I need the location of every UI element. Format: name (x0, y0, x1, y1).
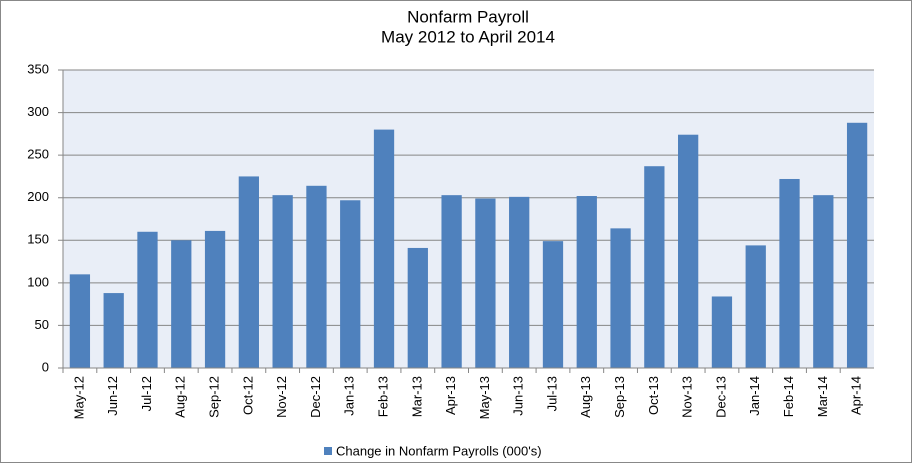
bar (644, 166, 665, 368)
x-tick-label: Nov-12 (274, 376, 289, 418)
x-tick-label: Apr-13 (443, 376, 458, 415)
bar (678, 134, 699, 368)
bar (509, 196, 530, 368)
legend-label: Change in Nonfarm Payrolls (000's) (336, 443, 542, 458)
bar (204, 230, 226, 368)
bar (373, 129, 395, 368)
x-tick-label: May-13 (477, 376, 492, 419)
x-tick-label: May-12 (71, 376, 86, 419)
bar (813, 195, 834, 368)
bar (475, 198, 496, 368)
x-tick-label: Jul-12 (139, 376, 154, 411)
chart-title: Nonfarm Payroll (407, 7, 529, 26)
bar (103, 293, 124, 368)
legend-swatch (324, 447, 332, 455)
y-tick-label: 50 (35, 317, 49, 332)
bar (238, 176, 259, 368)
x-tick-label: Aug-12 (173, 376, 188, 418)
y-tick-label: 200 (27, 189, 49, 204)
chart-subtitle: May 2012 to April 2014 (381, 27, 555, 46)
x-tick-label: Jun-12 (105, 376, 120, 416)
x-tick-label: Jun-13 (511, 376, 526, 416)
x-tick-label: Oct-13 (646, 376, 661, 415)
x-tick-label: Feb-13 (375, 376, 390, 417)
bar (576, 196, 597, 368)
bar (846, 122, 868, 368)
bar (745, 245, 766, 368)
x-tick-label: Aug-13 (578, 376, 593, 418)
bar (542, 241, 564, 368)
bar (306, 185, 327, 368)
x-tick-label: Jul-13 (544, 376, 559, 411)
bar (779, 178, 800, 368)
bar (272, 195, 293, 368)
y-tick-label: 250 (27, 147, 49, 162)
x-tick-label: Mar-13 (409, 376, 424, 417)
bar (340, 200, 361, 368)
x-tick-label: Jan-14 (747, 376, 762, 416)
x-tick-label: Sep-13 (612, 376, 627, 418)
x-tick-label: Sep-12 (207, 376, 222, 418)
x-tick-label: Jan-13 (342, 376, 357, 416)
y-tick-label: 100 (27, 274, 49, 289)
x-tick-label: Dec-12 (308, 376, 323, 418)
bar (711, 296, 733, 368)
y-tick-label: 350 (27, 61, 49, 76)
x-tick-label: Dec-13 (713, 376, 728, 418)
bar (441, 195, 462, 368)
y-tick-label: 300 (27, 104, 49, 119)
bar (69, 274, 91, 368)
y-tick-label: 150 (27, 232, 49, 247)
bar (407, 247, 428, 368)
x-tick-label: Mar-14 (815, 376, 830, 417)
y-tick-label: 0 (42, 359, 49, 374)
x-tick-label: Apr-14 (849, 376, 864, 415)
x-tick-label: Oct-12 (240, 376, 255, 415)
bar (610, 228, 631, 368)
bar (137, 231, 158, 368)
plot-area (63, 70, 874, 368)
bar (171, 240, 192, 368)
x-tick-label: Nov-13 (680, 376, 695, 418)
x-tick-label: Feb-14 (781, 376, 796, 417)
